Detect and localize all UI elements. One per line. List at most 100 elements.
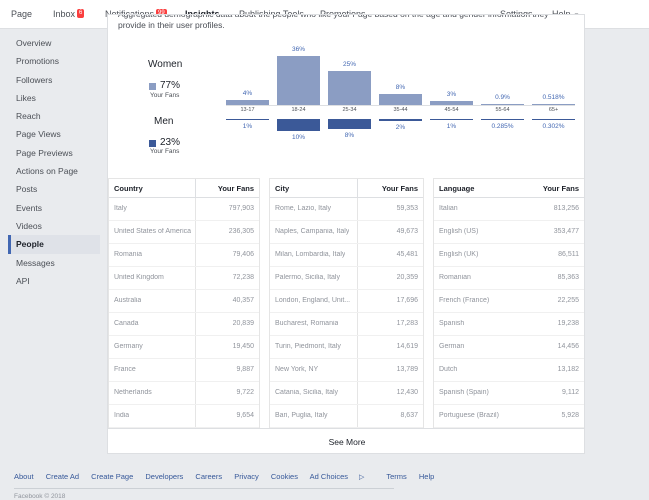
city-name-cell: Bari, Puglia, Italy: [275, 412, 328, 419]
column-divider: [195, 359, 196, 381]
column-divider: [357, 267, 358, 289]
sidebar-item-events[interactable]: Events: [16, 202, 42, 213]
table-row: Germany 19,450: [109, 336, 259, 359]
column-divider: [195, 290, 196, 312]
column-divider: [195, 313, 196, 335]
men-bar: [277, 119, 320, 131]
country-fans-cell: 9,722: [236, 389, 254, 396]
country-name-cell: France: [114, 366, 136, 373]
table-row: Netherlands 9,722: [109, 382, 259, 405]
table-row: Italy 797,903: [109, 198, 259, 221]
sidebar-item-reach[interactable]: Reach: [16, 111, 41, 122]
city-col-header[interactable]: City: [275, 184, 290, 193]
women-bar: [277, 56, 320, 105]
country-name-cell: United States of America: [114, 228, 192, 235]
women-pct-label: 8%: [395, 84, 406, 92]
country-fans-col-header[interactable]: Your Fans: [217, 184, 254, 193]
footer-links: About Create Ad Create Page Developers C…: [14, 472, 444, 481]
language-fans-cell: 19,238: [557, 320, 579, 327]
city-fans-cell: 49,673: [396, 228, 418, 235]
country-name-cell: Canada: [114, 320, 139, 327]
sidebar-item-posts[interactable]: Posts: [16, 184, 38, 195]
sidebar-item-promotions[interactable]: Promotions: [16, 56, 59, 67]
table-row: France 9,887: [109, 359, 259, 382]
sidebar-item-api[interactable]: API: [16, 275, 30, 286]
footer-link-help[interactable]: Help: [418, 472, 435, 481]
nav-inbox[interactable]: Inbox 6: [53, 0, 85, 29]
column-divider: [195, 179, 196, 197]
country-fans-cell: 19,450: [232, 343, 254, 350]
city-name-cell: New York, NY: [275, 366, 319, 373]
table-row: Naples, Campania, Italy 49,673: [270, 221, 423, 244]
city-fans-col-header[interactable]: Your Fans: [381, 184, 418, 193]
age-label: 25-34: [342, 107, 357, 113]
city-name-cell: Naples, Campania, Italy: [275, 228, 350, 235]
language-fans-cell: 9,112: [562, 389, 579, 396]
men-pct-label: 8%: [344, 131, 355, 139]
footer-link-developers[interactable]: Developers: [145, 472, 184, 481]
sidebar-item-page-previews[interactable]: Page Previews: [16, 147, 73, 158]
sidebar-item-videos[interactable]: Videos: [16, 220, 42, 231]
men-bar: [430, 119, 473, 121]
age-label: 65+: [548, 107, 559, 113]
language-fans-cell: 22,255: [557, 297, 579, 304]
language-name-cell: French (France): [439, 297, 490, 304]
age-label: 35-44: [393, 107, 408, 113]
sidebar-item-overview[interactable]: Overview: [16, 38, 52, 48]
language-name-cell: English (UK): [439, 251, 479, 258]
city-name-cell: Catania, Sicilia, Italy: [275, 389, 339, 396]
women-bar: [379, 94, 422, 105]
men-pct-label: 2%: [395, 124, 406, 132]
footer-link-ad-choices[interactable]: Ad Choices ▷: [310, 472, 375, 481]
sidebar-item-likes[interactable]: Likes: [16, 92, 36, 103]
table-row: Romania 79,406: [109, 244, 259, 267]
sidebar-item-actions-on-page[interactable]: Actions on Page: [16, 166, 78, 177]
men-bar: [379, 119, 422, 122]
footer-link-create-page[interactable]: Create Page: [91, 472, 134, 481]
city-table-header: City Your Fans: [270, 179, 423, 198]
footer-link-careers[interactable]: Careers: [195, 472, 223, 481]
footer-link-about[interactable]: About: [14, 472, 34, 481]
sidebar-item-page-views[interactable]: Page Views: [16, 129, 61, 140]
nav-page[interactable]: Page: [11, 0, 32, 29]
table-row: Turin, Piedmont, Italy 14,619: [270, 336, 423, 359]
women-bar: [226, 99, 269, 105]
table-row: London, England, Unit... 17,696: [270, 290, 423, 313]
country-table: Country Your Fans Italy 797,903 United Sta…: [108, 178, 260, 429]
language-name-cell: Spanish (Spain): [439, 389, 489, 396]
footer-link-privacy[interactable]: Privacy: [234, 472, 259, 481]
column-divider: [357, 382, 358, 404]
country-fans-cell: 9,654: [236, 412, 254, 419]
language-name-cell: German: [439, 343, 465, 350]
women-pct-label: 3%: [446, 90, 457, 98]
table-row: Rome, Lazio, Italy 59,353: [270, 198, 423, 221]
sidebar-item-people[interactable]: People: [8, 235, 100, 254]
men-bar: [481, 119, 524, 120]
women-sub: Your Fans: [150, 92, 180, 99]
table-row: Canada 20,839: [109, 313, 259, 336]
sidebar-item-followers[interactable]: Followers: [16, 74, 53, 85]
footer-link-create-ad[interactable]: Create Ad: [45, 472, 80, 481]
country-name-cell: Italy: [114, 205, 127, 212]
language-fans-col-header[interactable]: Your Fans: [542, 184, 579, 193]
footer-link-cookies[interactable]: Cookies: [270, 472, 298, 481]
language-col-header[interactable]: Language: [439, 184, 475, 193]
column-divider: [195, 405, 196, 427]
men-pct: 23%: [160, 137, 181, 148]
country-name-cell: Netherlands: [114, 389, 152, 396]
column-divider: [357, 244, 358, 266]
footer-link-terms[interactable]: Terms: [386, 472, 407, 481]
men-label: Men: [154, 116, 174, 127]
intro-text: Aggregated demographic data about the pe…: [118, 14, 549, 30]
city-fans-cell: 17,696: [396, 297, 418, 304]
country-col-header[interactable]: Country: [114, 184, 143, 193]
language-fans-cell: 13,182: [557, 366, 579, 373]
city-name-cell: Bucharest, Romania: [275, 320, 339, 327]
sidebar-item-messages[interactable]: Messages: [16, 257, 55, 268]
footer-divider: [14, 488, 394, 489]
men-pct-label: 10%: [291, 134, 305, 141]
see-more-button[interactable]: See More: [108, 428, 584, 453]
table-row: Portuguese (Brazil) 5,928: [434, 405, 584, 428]
column-divider: [357, 405, 358, 427]
language-fans-cell: 14,456: [557, 343, 579, 350]
